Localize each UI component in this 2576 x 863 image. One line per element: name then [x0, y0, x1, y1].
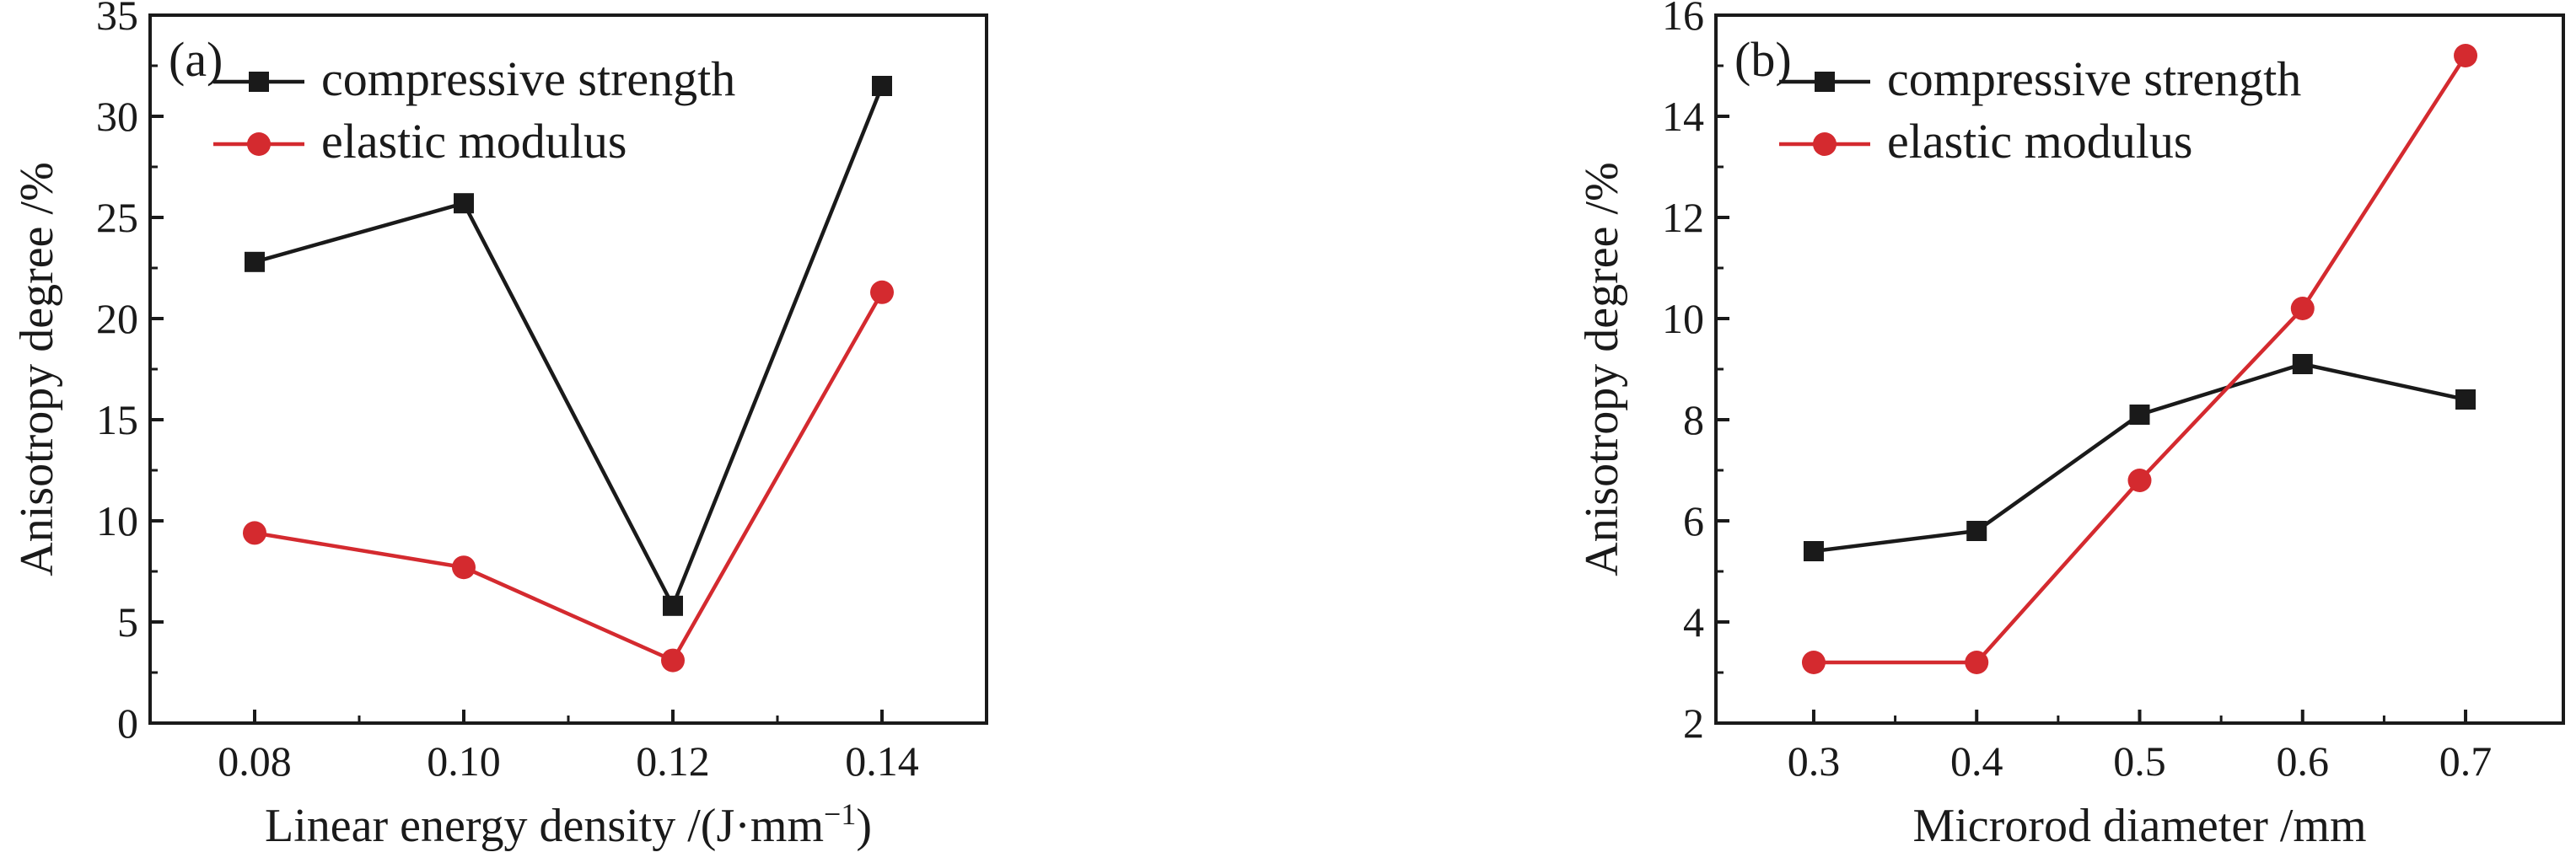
- legend-label: elastic modulus: [1887, 114, 2192, 169]
- x-tick-label: 0.12: [636, 737, 710, 785]
- data-point-elastic-modulus: [243, 521, 266, 545]
- data-point-compressive-strength: [2455, 389, 2477, 410]
- legend-marker-square: [249, 72, 269, 92]
- y-tick-label: 25: [96, 194, 138, 241]
- y-tick-label: 6: [1683, 497, 1704, 544]
- series-line-compressive-strength: [1813, 362, 2466, 554]
- data-point-compressive-strength: [663, 595, 683, 616]
- x-axis-title: Microrod diameter /mm: [1912, 800, 2366, 852]
- data-point-compressive-strength: [872, 76, 892, 96]
- data-point-compressive-strength: [454, 193, 474, 214]
- y-tick-label: 5: [117, 598, 138, 646]
- data-point-elastic-modulus: [2127, 469, 2152, 492]
- data-point-elastic-modulus: [2290, 297, 2315, 320]
- data-point-compressive-strength: [1803, 541, 1824, 561]
- y-tick-label: 30: [96, 93, 138, 140]
- legend-marker-square: [1815, 72, 1835, 92]
- data-point-elastic-modulus: [2454, 44, 2478, 67]
- x-tick-label: 0.3: [1788, 737, 1841, 785]
- x-tick-label: 0.14: [845, 737, 919, 785]
- x-axis-title: Linear energy density /(J·mm−1): [265, 797, 872, 852]
- panel-label: (a): [169, 32, 223, 87]
- y-axis-title: Anisotropy degree /%: [1576, 162, 1628, 576]
- x-tick-label: 0.6: [2277, 737, 2330, 785]
- panel-label: (b): [1734, 32, 1792, 87]
- data-point-elastic-modulus: [661, 648, 685, 673]
- x-tick-label: 0.10: [427, 737, 501, 785]
- y-tick-label: 35: [96, 0, 138, 39]
- x-tick-label: 0.08: [218, 737, 292, 785]
- panel-a: 0 5 10 15 20 25 30 35 0.08 0.10 0.12 0.14 Anisotropy…: [11, 0, 988, 852]
- x-tick-label: 0.7: [2439, 737, 2493, 785]
- legend-label: elastic modulus: [321, 114, 627, 169]
- y-tick-label: 15: [96, 396, 138, 443]
- data-point-elastic-modulus: [870, 280, 894, 304]
- panel-b: 2 4 6 8 10 12 14 16 0.3 0.4 0.5 0.6 0.7 Anisotropy de…: [1576, 0, 2565, 852]
- data-point-compressive-strength: [2129, 405, 2150, 425]
- legend-marker-circle: [1813, 132, 1837, 156]
- data-point-compressive-strength: [1966, 521, 1987, 541]
- y-axis-title: Anisotropy degree /%: [11, 162, 63, 576]
- x-tick-label: 0.4: [1950, 737, 2003, 785]
- data-point-elastic-modulus: [1965, 651, 1989, 674]
- y-tick-label: 12: [1662, 194, 1704, 241]
- x-axis-title-superscript: −1: [824, 797, 856, 831]
- x-axis-title-main: Linear energy density /(J·mm: [265, 800, 824, 852]
- data-point-elastic-modulus: [452, 555, 476, 580]
- legend-label: compressive strength: [1887, 51, 2301, 106]
- legend-marker-circle: [247, 132, 271, 156]
- series-line-compressive-strength: [254, 85, 885, 611]
- data-point-compressive-strength: [2292, 354, 2313, 374]
- y-tick-label: 8: [1683, 396, 1704, 443]
- y-tick-label: 14: [1662, 93, 1704, 140]
- y-tick-label: 4: [1683, 598, 1704, 646]
- y-tick-label: 10: [1662, 295, 1704, 342]
- x-tick-label: 0.5: [2113, 737, 2166, 785]
- data-point-elastic-modulus: [1801, 651, 1826, 674]
- y-tick-label: 2: [1683, 700, 1704, 747]
- y-tick-label: 10: [96, 497, 138, 544]
- y-tick-label: 0: [117, 700, 138, 747]
- x-axis-title-main: Microrod diameter /mm: [1912, 800, 2366, 852]
- y-tick-label: 16: [1662, 0, 1704, 39]
- series-line-elastic-modulus: [254, 291, 884, 663]
- y-tick-label: 20: [96, 295, 138, 342]
- data-point-compressive-strength: [245, 251, 265, 272]
- x-axis-title-tail: ): [856, 800, 872, 852]
- legend-label: compressive strength: [321, 51, 735, 106]
